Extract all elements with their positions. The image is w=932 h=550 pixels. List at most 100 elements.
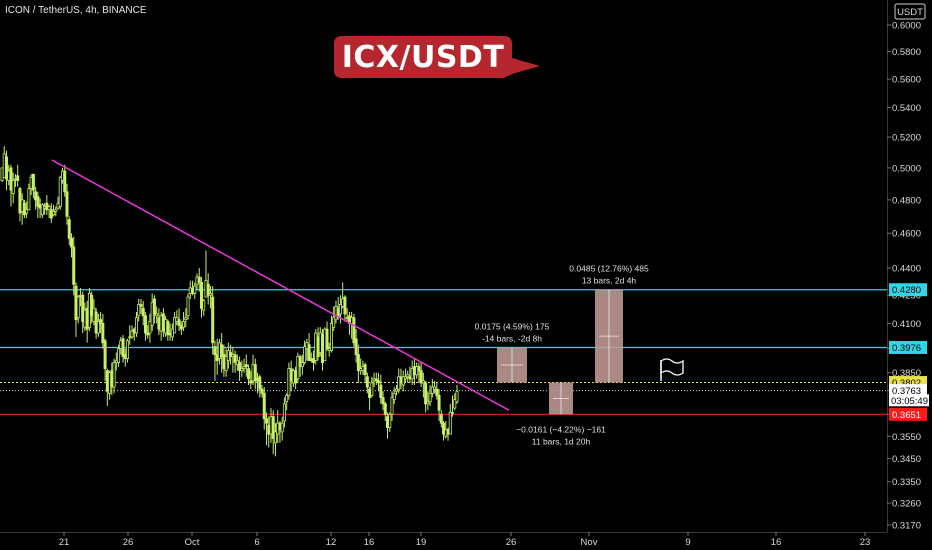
candle — [211, 286, 215, 355]
candle-body — [173, 317, 177, 334]
flag-icon[interactable] — [660, 358, 684, 381]
candle — [455, 385, 459, 404]
candle-body — [90, 294, 94, 317]
candle-body — [298, 356, 302, 368]
price-tick-label: 0.4600 — [892, 229, 921, 240]
candle — [47, 204, 51, 219]
candle — [202, 298, 206, 316]
candle — [143, 312, 147, 341]
candle-body — [381, 397, 385, 405]
price-tick-label: 0.5600 — [892, 75, 921, 86]
candle-body — [365, 376, 369, 388]
candle — [96, 313, 100, 337]
candle — [247, 364, 251, 386]
candle — [9, 164, 13, 207]
candle — [126, 338, 130, 363]
price-label-current: 0.3763 — [892, 386, 921, 397]
candle — [356, 344, 360, 383]
candle — [146, 325, 150, 339]
candle — [184, 308, 188, 328]
candle — [307, 333, 311, 361]
candle — [72, 236, 76, 296]
candle — [260, 385, 264, 398]
price-tick-label: 0.4400 — [892, 264, 921, 275]
time-tick-label: Nov — [581, 537, 598, 548]
candle — [27, 183, 31, 211]
candle — [166, 319, 170, 341]
candle-body — [146, 332, 150, 336]
candle-body — [177, 319, 181, 326]
candle-body — [258, 376, 262, 390]
candle-body — [16, 175, 20, 181]
candle-body — [253, 364, 257, 382]
projections[interactable]: 0.0175 (4.59%) 175 -14 bars, -2d 8h −0.016… — [475, 264, 649, 447]
candle-body — [130, 330, 134, 338]
candle — [453, 393, 457, 411]
time-tick-label: 23 — [860, 537, 871, 548]
candle-body — [343, 296, 347, 315]
candle — [152, 295, 156, 324]
candle — [134, 312, 138, 337]
candle — [34, 186, 38, 210]
candle-body — [307, 344, 311, 361]
candle — [388, 412, 392, 432]
candle-body — [377, 380, 381, 384]
time-tick-label: 16 — [771, 537, 782, 548]
candle — [264, 412, 268, 446]
currency-badge[interactable] — [894, 3, 926, 20]
candle — [424, 380, 428, 413]
candle — [238, 356, 242, 381]
candle-body — [233, 354, 237, 363]
candle-body — [421, 380, 425, 384]
time-tick-label: Oct — [185, 537, 200, 548]
candle-body — [54, 209, 58, 212]
candle — [421, 372, 425, 398]
candle-body — [388, 414, 392, 428]
candle-body — [206, 283, 210, 296]
candle-body — [76, 296, 80, 319]
time-tick-label: 21 — [59, 537, 70, 548]
candle-body — [383, 403, 387, 415]
candle — [282, 397, 286, 428]
candle — [40, 203, 44, 219]
candle — [383, 401, 387, 421]
candle — [417, 362, 421, 383]
candle-body — [437, 395, 441, 411]
candle — [280, 416, 284, 441]
projection-target-2: 0.0485 (12.76%) 485 13 bars, 2d 4h — [569, 264, 649, 383]
price-tick-label: 0.3350 — [892, 477, 921, 488]
countdown-label: 03:05:49 — [891, 396, 928, 407]
candle — [173, 312, 177, 334]
candle — [363, 362, 367, 383]
candle-body — [282, 403, 286, 422]
candle — [103, 338, 107, 381]
projection-label-2: 11 bars, 1d 20h — [532, 436, 591, 446]
candle — [448, 403, 452, 435]
candle — [273, 423, 277, 457]
candle — [406, 370, 410, 383]
candle-body — [224, 356, 228, 372]
projection-stop: −0.0161 (−4.22%) −161 11 bars, 1d 20h — [516, 382, 606, 446]
time-axis[interactable]: 21 26 Oct 6 12 16 19 26 Nov 9 16 23 — [59, 532, 871, 548]
candle — [101, 313, 105, 349]
candle-body — [128, 336, 132, 339]
candle-body — [264, 418, 268, 424]
candle-body — [249, 380, 253, 384]
candle-body — [300, 362, 304, 368]
candle-body — [403, 376, 407, 380]
candle-body — [101, 322, 105, 344]
trendline-layer[interactable] — [51, 159, 510, 411]
projection-label-2: 13 bars, 2d 4h — [582, 276, 637, 286]
projection-label-2: -14 bars, -2d 8h — [482, 333, 542, 343]
candle-body — [220, 344, 224, 357]
time-tick-label: 6 — [254, 537, 259, 548]
candle — [258, 374, 262, 398]
candle — [90, 291, 94, 324]
candle-body — [419, 370, 423, 384]
candle-body — [117, 348, 121, 363]
candle — [4, 150, 8, 191]
candle-body — [34, 191, 38, 201]
candle-body — [247, 368, 251, 380]
